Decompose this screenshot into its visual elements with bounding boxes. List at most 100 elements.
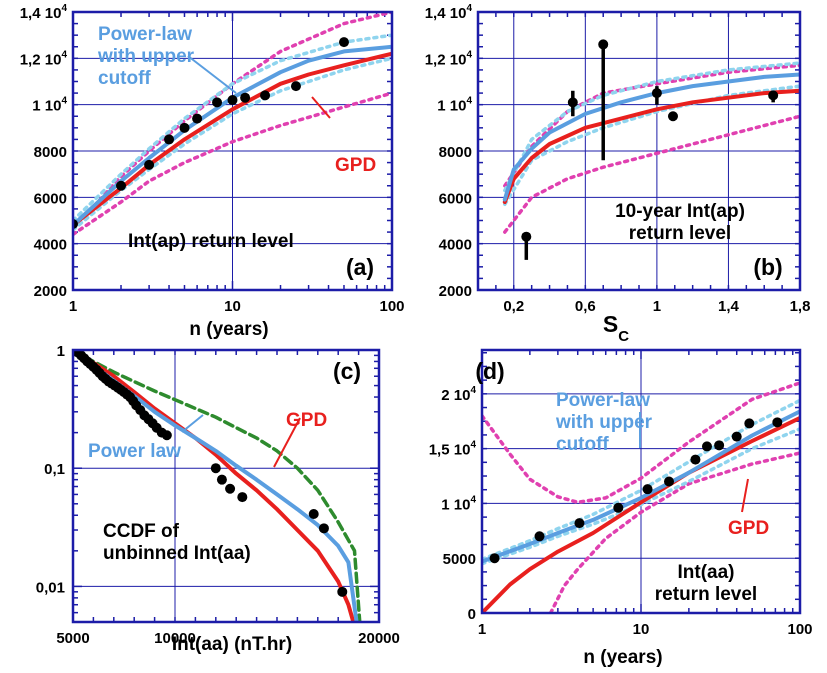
data-point	[161, 430, 172, 441]
data-point	[651, 88, 662, 99]
y-tick-label: 5000	[443, 551, 476, 568]
data-point	[701, 441, 712, 452]
y-tick-label: 1 104	[32, 96, 67, 115]
y-tick-label: 2 104	[441, 385, 476, 404]
annotation-title: 10-year Int(ap)	[615, 201, 745, 222]
data-point	[521, 231, 532, 242]
panel-d: 1 10 100 0 5000 1 104 1,5 104 2 104 n (years) (d)…	[429, 348, 813, 668]
axes-frame	[480, 348, 802, 615]
data-point	[772, 417, 783, 428]
annotation-pl: cutoff	[98, 68, 151, 89]
gpd-curve	[502, 88, 800, 204]
annotation-pl: with upper	[97, 46, 195, 67]
x-tick-label: 5000	[56, 630, 89, 647]
plot-area-d	[482, 381, 800, 613]
data-point	[574, 518, 585, 529]
data-point	[667, 111, 678, 122]
data-point	[212, 97, 223, 108]
annotation-pointer	[741, 478, 749, 513]
panel-tag: (c)	[333, 358, 361, 384]
data-point	[144, 159, 155, 170]
data-point	[318, 523, 329, 534]
panel-c: 5000 10000 20000 1 0,1 0,01 Int(aa) (nT.hr) (c)…	[36, 343, 400, 655]
data-point	[613, 502, 624, 513]
annotation-pl: Power-law	[556, 390, 650, 411]
gpd-curve	[482, 415, 800, 613]
powerlaw_band-curve	[482, 427, 800, 566]
y-tick-label: 1,2 104	[425, 49, 473, 68]
x-tick-label: 100	[787, 621, 812, 638]
data-point	[598, 39, 609, 50]
data-point	[240, 92, 251, 103]
annotation-gpd: GPD	[286, 410, 327, 431]
data-point	[768, 90, 779, 101]
data-point	[714, 440, 725, 451]
data-point	[164, 134, 175, 145]
extra-curve	[73, 350, 362, 622]
gpd-curve	[73, 350, 356, 622]
data-point	[744, 418, 755, 429]
gpd-curve	[73, 51, 392, 228]
y-tick-label: 1,2 104	[20, 49, 68, 68]
annotation-pointer	[311, 96, 331, 119]
x-tick-label: 10	[224, 298, 241, 315]
y-tick-label: 6000	[439, 190, 472, 207]
y-tick-label: 1,4 104	[425, 3, 473, 22]
y-tick-label: 0	[468, 606, 476, 623]
y-tick-label: 0,01	[36, 579, 65, 596]
data-point	[663, 476, 674, 487]
powerlaw-curve	[502, 72, 800, 202]
data-point	[337, 586, 348, 597]
annotation-pl: cutoff	[556, 434, 609, 455]
y-tick-label: 0,1	[44, 461, 65, 478]
y-tick-label: 1 104	[441, 494, 476, 513]
data-point	[534, 531, 545, 542]
x-tick-label: 10	[633, 621, 650, 638]
annotation-pl: with upper	[555, 412, 653, 433]
panel-tag: (d)	[475, 358, 504, 384]
x-tick-label: 1	[478, 621, 486, 638]
axes-frame	[71, 348, 381, 624]
y-tick-label: 8000	[439, 144, 472, 161]
y-tick-label: 6000	[34, 190, 67, 207]
data-point	[237, 492, 248, 503]
y-tick-label: 2000	[439, 283, 472, 300]
annotation-pointer	[187, 55, 237, 94]
annotation-title: return level	[655, 584, 757, 605]
data-point	[690, 454, 701, 465]
data-point	[216, 474, 227, 485]
annotation-pl: Power law	[88, 441, 181, 462]
axes-frame	[71, 10, 394, 292]
powerlaw_band-curve	[503, 61, 800, 193]
y-tick-label: 1,5 104	[429, 440, 477, 459]
data-point	[731, 431, 742, 442]
annotation-pointer	[181, 414, 204, 433]
data-point	[338, 37, 349, 48]
powerlaw_band-curve	[482, 398, 800, 562]
y-tick-label: 1	[57, 343, 65, 360]
x-axis-label: n (years)	[583, 647, 662, 668]
gpd_band-curve	[482, 381, 800, 505]
data-point	[210, 463, 221, 474]
annotation-title: return level	[629, 223, 731, 244]
data-point	[260, 90, 271, 101]
data-point	[308, 508, 319, 519]
x-tick-label: 1,4	[718, 298, 740, 315]
powerlaw_band-curve	[73, 33, 392, 223]
y-tick-label: 1,4 104	[20, 3, 68, 22]
x-tick-label: 20000	[358, 630, 400, 647]
axes-frame	[476, 10, 802, 292]
y-tick-label: 2000	[34, 283, 67, 300]
data-point	[225, 483, 236, 494]
y-tick-label: 4000	[439, 237, 472, 254]
plot-area-b	[502, 39, 800, 260]
data-point	[290, 81, 301, 92]
data-point	[642, 484, 653, 495]
annotation-gpd: GPD	[728, 518, 769, 539]
x-tick-label: 10000	[154, 630, 196, 647]
x-tick-label: 0,6	[575, 298, 596, 315]
annotation-pl: Power-law	[98, 24, 192, 45]
annotation-pointer	[273, 417, 301, 468]
y-tick-label: 1 104	[437, 96, 472, 115]
